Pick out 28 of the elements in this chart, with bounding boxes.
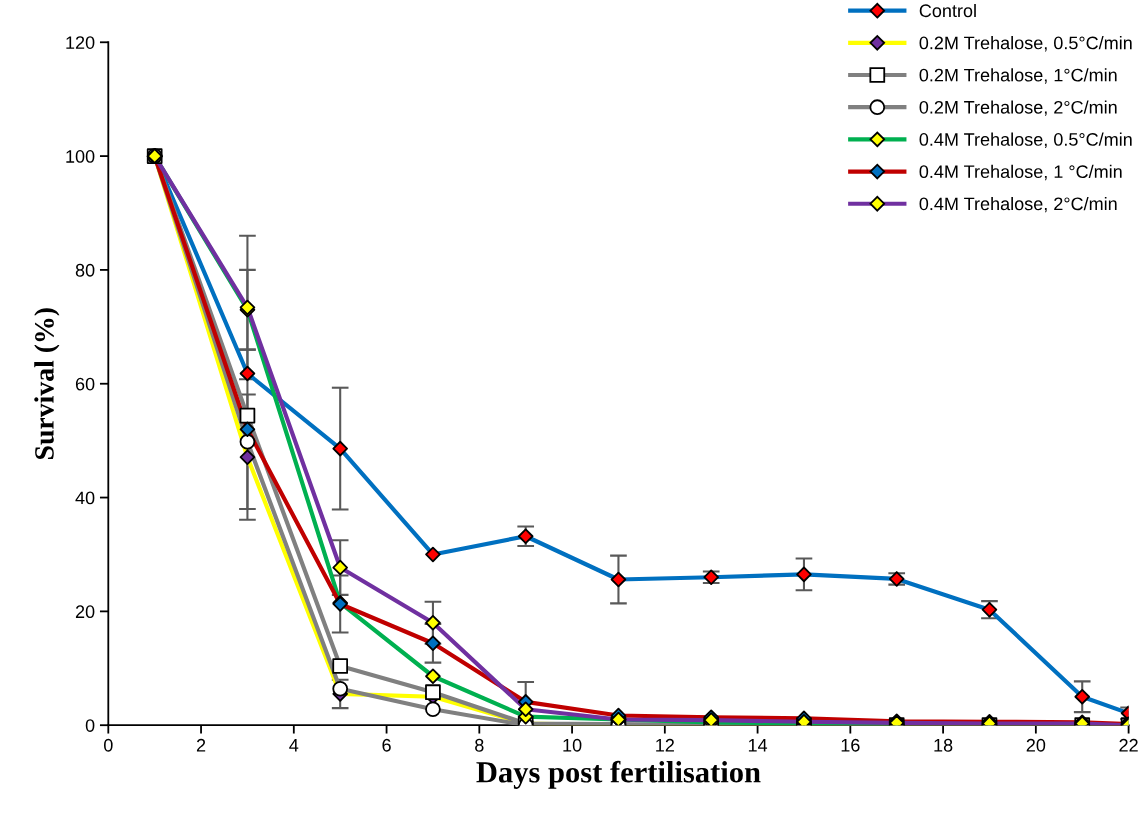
y-tick-label: 100 xyxy=(66,150,95,163)
x-tick-label: 20 xyxy=(1026,738,1046,752)
x-tick-label: 0 xyxy=(103,738,113,752)
y-tick-label: 80 xyxy=(75,263,95,277)
x-tick-label: 12 xyxy=(656,738,674,752)
y-tick-label: 120 xyxy=(66,36,95,49)
x-tick-label: 16 xyxy=(841,738,860,752)
x-tick-label: 14 xyxy=(748,739,768,752)
x-tick-label: 6 xyxy=(382,738,391,752)
legend-label: 0.4M Trehalose, 2°C/min xyxy=(919,196,1117,213)
x-tick-label: 4 xyxy=(289,739,299,752)
legend-label: 0.2M Trehalose, 1°C/min xyxy=(919,68,1117,84)
x-tick-label: 8 xyxy=(475,738,484,752)
x-tick-label: 22 xyxy=(1119,738,1138,752)
x-tick-label: 2 xyxy=(196,738,206,752)
legend-label: 0.4M Trehalose, 0.5°C/min xyxy=(919,132,1132,148)
y-tick-label: 0 xyxy=(85,719,95,732)
y-axis-title: Survival (%) xyxy=(34,308,60,460)
legend-label: 0.2M Trehalose, 0.5°C/min xyxy=(919,36,1132,52)
y-tick-label: 60 xyxy=(75,377,95,391)
y-tick-label: 40 xyxy=(75,491,95,505)
y-tick-label: 20 xyxy=(75,605,95,619)
legend-label: 0.2M Trehalose, 2°C/min xyxy=(919,100,1117,116)
x-axis-title: Days post fertilisation xyxy=(476,760,761,789)
x-tick-label: 10 xyxy=(563,738,582,752)
x-tick-label: 18 xyxy=(934,738,953,752)
legend-label: Control xyxy=(919,3,976,18)
legend-label: 0.4M Trehalose, 1 °C/min xyxy=(919,164,1122,181)
